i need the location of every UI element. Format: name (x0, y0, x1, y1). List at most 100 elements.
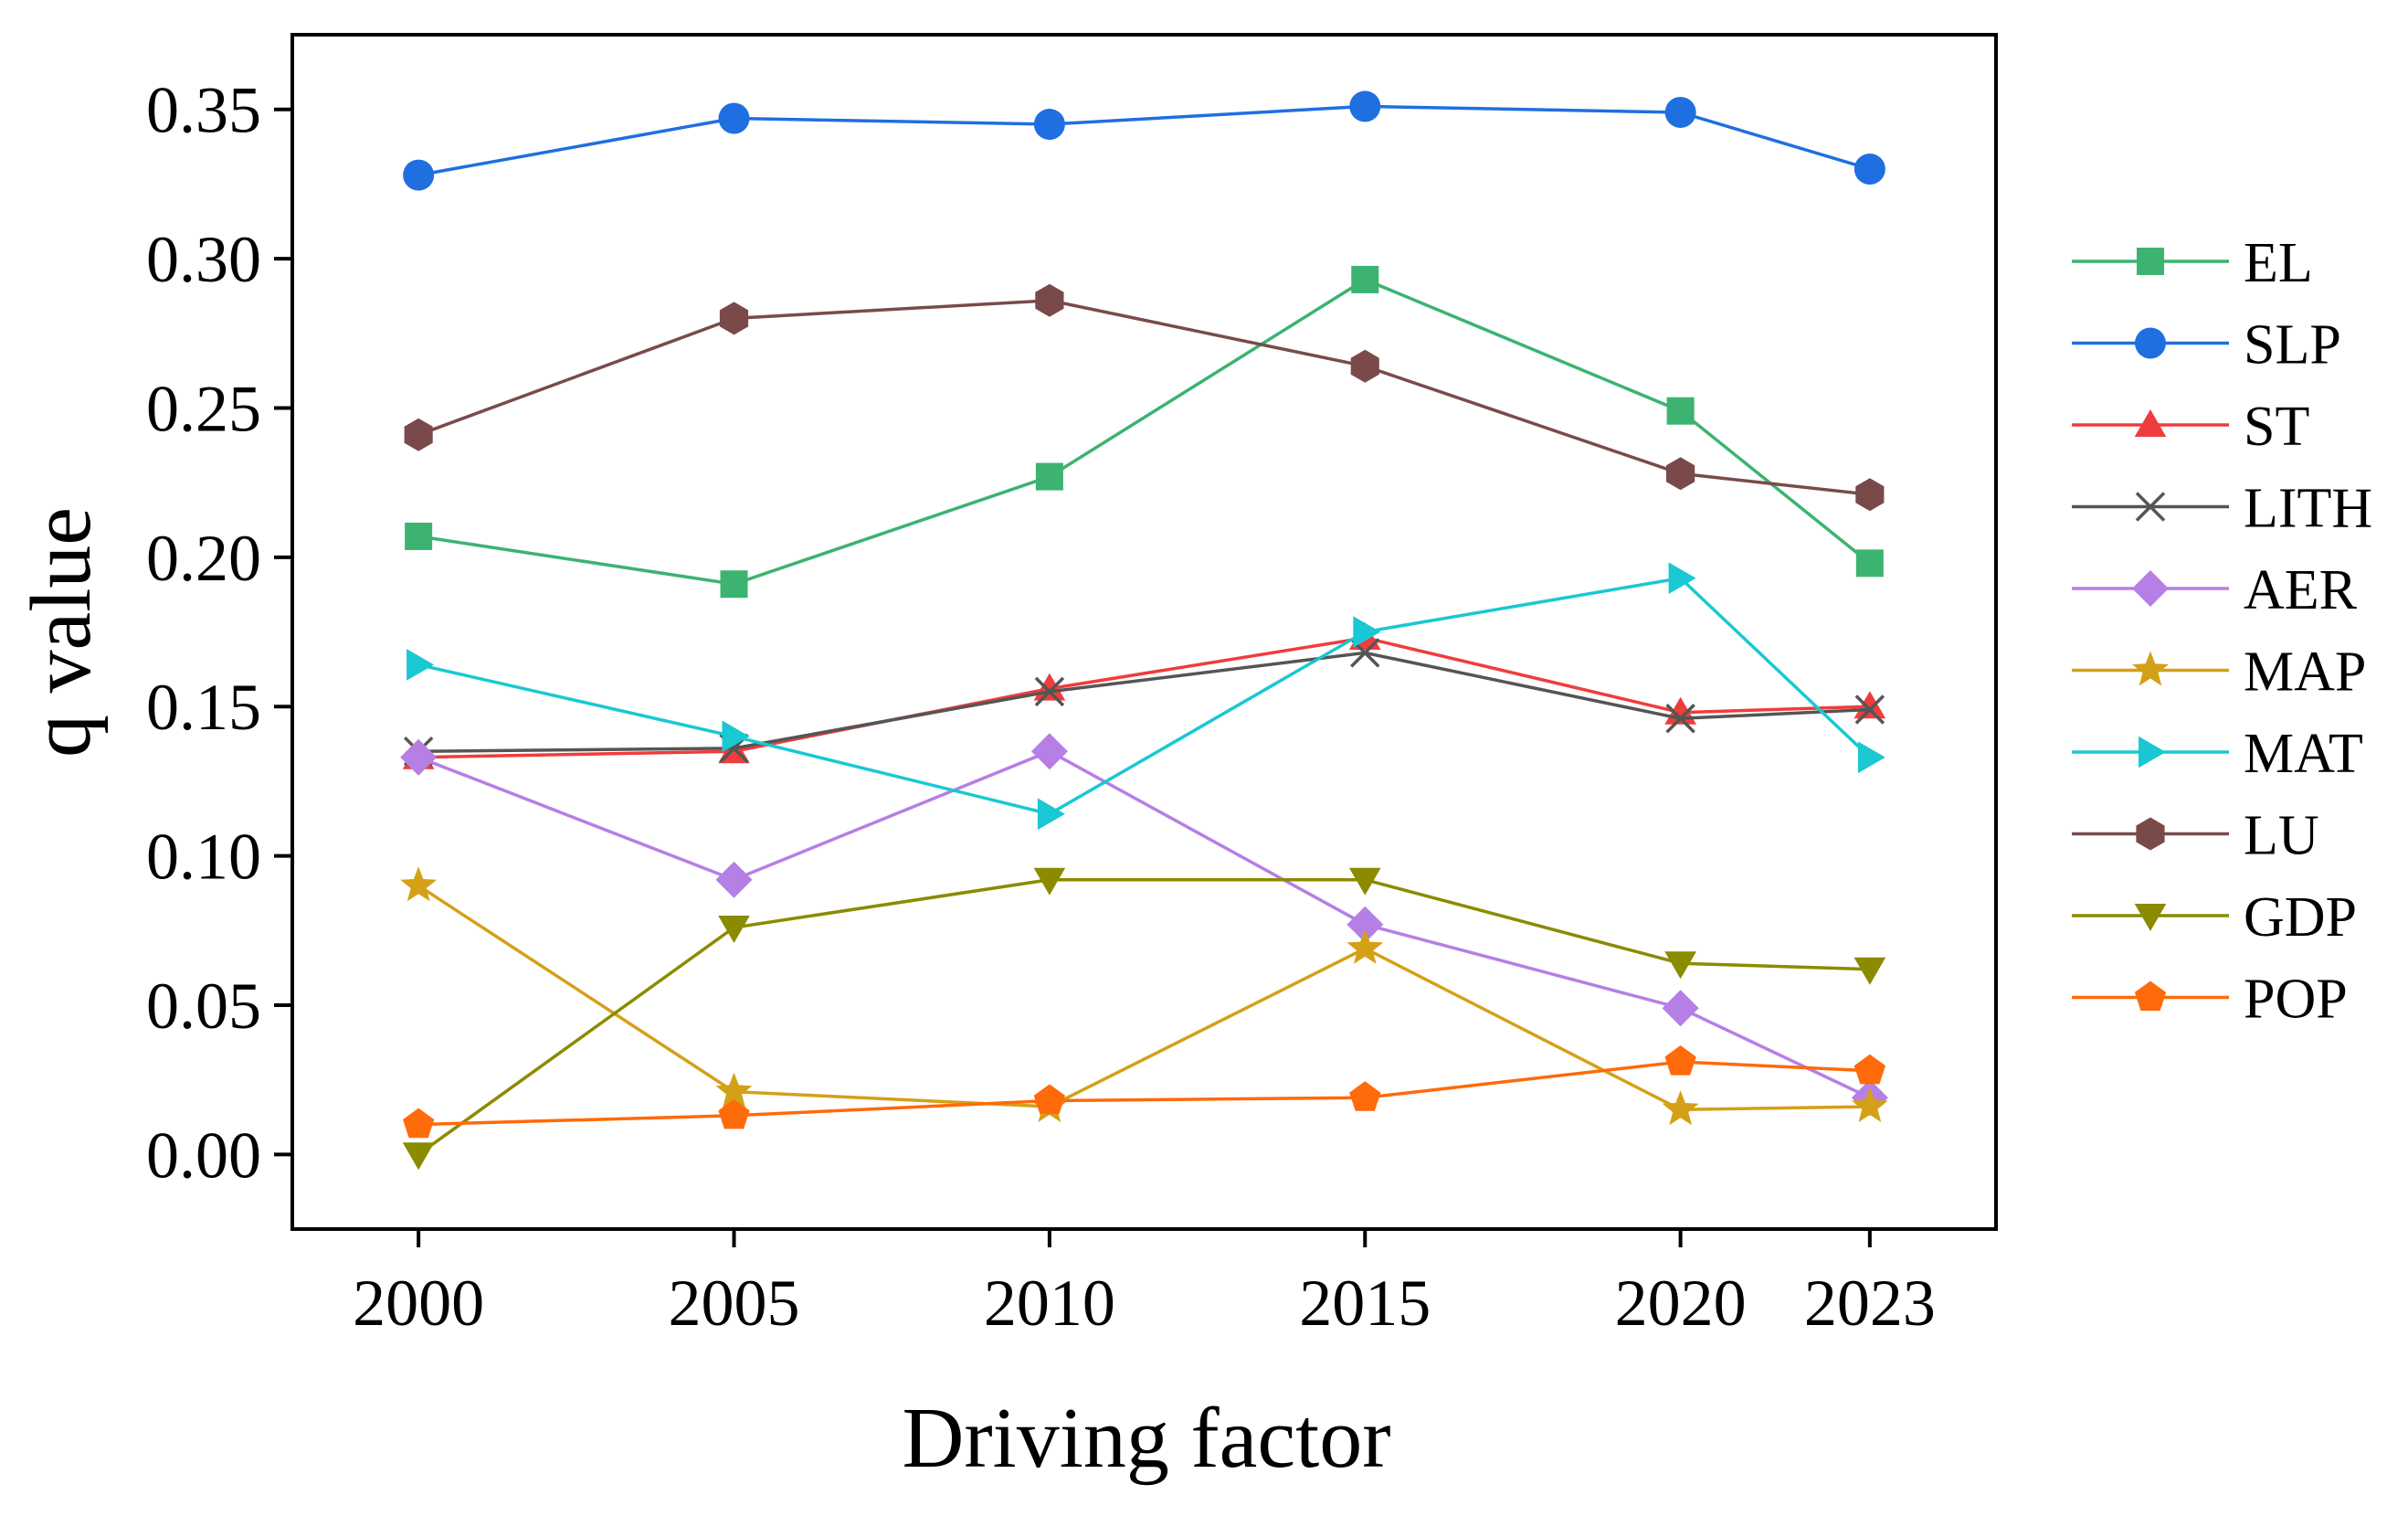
plot-area (290, 33, 1998, 1231)
data-point-map (400, 866, 438, 902)
y-tick-label: 0.05 (146, 970, 261, 1043)
series-line-gdp (417, 877, 1870, 1156)
data-point-el (1035, 462, 1063, 491)
series-line-mat (417, 576, 1872, 816)
data-point-lu (1350, 349, 1379, 383)
data-point-gdp (1033, 867, 1066, 896)
y-axis: 0.00 0.05 0.10 0.15 0.20 0.25 0.30 0.35 (146, 74, 292, 1192)
y-tick-label: 0.00 (146, 1118, 261, 1192)
legend-marker (2132, 570, 2169, 607)
y-axis-title: q value (14, 507, 109, 758)
y-tick-label: 0.30 (146, 223, 261, 296)
x-tick-label: 2015 (1299, 1267, 1431, 1340)
data-point-gdp (1348, 867, 1381, 896)
series-lu (404, 283, 1885, 512)
data-point-el (405, 522, 433, 550)
legend-item-lith: LITH (2072, 478, 2372, 540)
data-point-map (1347, 928, 1384, 964)
data-point-pop (1033, 1084, 1065, 1115)
series-line-pop (418, 1060, 1870, 1127)
data-point-aer (1662, 990, 1699, 1027)
y-tick-label: 0.25 (146, 372, 261, 445)
x-axis-title: Driving factor (902, 1391, 1390, 1486)
legend-label: MAP (2244, 641, 2366, 704)
legend-label: AER (2244, 559, 2358, 621)
data-point-aer (715, 861, 753, 898)
x-tick-label: 2010 (984, 1267, 1115, 1340)
data-point-lu (1855, 478, 1885, 512)
data-point-gdp (718, 916, 750, 943)
y-tick-label: 0.35 (146, 74, 261, 147)
data-point-el (1351, 265, 1379, 293)
legend-marker (2139, 736, 2166, 769)
legend-label: POP (2244, 969, 2348, 1031)
legend-marker (2132, 651, 2169, 686)
data-point-slp (1854, 154, 1885, 186)
data-point-gdp (402, 1142, 435, 1171)
data-point-lith (1854, 694, 1885, 725)
series-map (400, 866, 1888, 1126)
y-tick-label: 0.10 (146, 821, 261, 894)
y-tick-label: 0.20 (146, 522, 261, 595)
series-line-el (417, 277, 1871, 586)
data-point-pop (1349, 1081, 1381, 1111)
series-mat (407, 562, 1885, 831)
x-tick-label: 2000 (353, 1267, 484, 1340)
legend-item-pop: POP (2072, 969, 2348, 1031)
legend-marker (2137, 248, 2164, 275)
data-point-slp (403, 159, 435, 191)
series-el (405, 265, 1884, 599)
data-point-gdp (1664, 951, 1696, 980)
data-point-st (1854, 691, 1886, 719)
data-point-lu (1666, 457, 1695, 491)
legend-item-lu: LU (2072, 805, 2319, 867)
legend-label: MAT (2244, 723, 2363, 785)
data-point-pop (1854, 1054, 1885, 1085)
data-point-gdp (1854, 957, 1886, 985)
series-line-map (417, 884, 1870, 1112)
data-point-slp (1033, 109, 1065, 141)
data-point-mat (1037, 798, 1065, 831)
legend-label: LU (2244, 805, 2319, 867)
legend-item-st: ST (2072, 396, 2309, 458)
legend-marker (2134, 409, 2167, 437)
data-point-mat (1857, 741, 1885, 774)
data-point-mat (1353, 616, 1381, 648)
legend-label: LITH (2244, 478, 2372, 540)
data-point-mat (1668, 562, 1696, 594)
data-point-map (1851, 1087, 1888, 1122)
legend-label: EL (2244, 232, 2313, 294)
data-point-el (1666, 397, 1695, 425)
legend-label: SLP (2244, 314, 2341, 376)
data-point-slp (1664, 96, 1696, 128)
legend-item-aer: AER (2072, 559, 2358, 621)
legend-item-el: EL (2072, 232, 2313, 294)
series-line-lu (417, 299, 1871, 496)
legend-marker (2134, 904, 2167, 931)
series-slp (403, 90, 1885, 191)
series-line-aer (417, 749, 1871, 1099)
data-point-lith (1665, 704, 1695, 734)
y-tick-label: 0.15 (146, 671, 261, 744)
x-tick-label: 2023 (1804, 1267, 1936, 1340)
data-point-map (715, 1072, 753, 1108)
legend-marker (2134, 981, 2167, 1012)
data-point-el (1855, 549, 1884, 578)
series-st (402, 622, 1886, 769)
series-aer (400, 733, 1888, 1117)
legend-marker (2136, 817, 2165, 851)
legend-item-gdp: GDP (2072, 886, 2357, 949)
legend-item-mat: MAT (2072, 723, 2363, 785)
legend-item-map: MAP (2072, 641, 2366, 704)
data-point-map (1662, 1090, 1699, 1126)
series-lith (403, 638, 1885, 767)
data-point-el (720, 570, 748, 599)
data-point-slp (1349, 90, 1381, 122)
data-point-mat (722, 720, 750, 753)
data-point-mat (407, 649, 435, 681)
legend-marker (2135, 327, 2166, 359)
series-pop (403, 1045, 1885, 1139)
series-line-slp (417, 104, 1871, 177)
series-line-st (418, 636, 1870, 759)
